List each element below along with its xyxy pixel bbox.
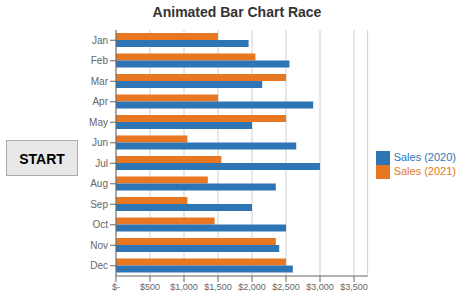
svg-text:Oct: Oct	[92, 219, 108, 230]
svg-text:Feb: Feb	[91, 55, 109, 66]
svg-text:$2,500: $2,500	[272, 282, 300, 292]
svg-text:$3,000: $3,000	[306, 282, 334, 292]
svg-text:May: May	[89, 117, 108, 128]
svg-text:Aug: Aug	[90, 178, 108, 189]
svg-text:$1,000: $1,000	[170, 282, 198, 292]
svg-text:Apr: Apr	[92, 96, 108, 107]
html-text:Sales (2021): Sales (2021)	[393, 165, 456, 177]
svg-text:Sep: Sep	[90, 199, 108, 210]
svg-text:$2,000: $2,000	[238, 282, 266, 292]
svg-text:Mar: Mar	[91, 76, 109, 87]
svg-text:$1,500: $1,500	[204, 282, 232, 292]
html-text:Sales (2020): Sales (2020)	[393, 150, 456, 163]
svg-text:Jan: Jan	[92, 35, 108, 46]
svg-text:$500: $500	[140, 282, 160, 292]
svg-text:Dec: Dec	[90, 260, 108, 271]
svg-text:Jun: Jun	[92, 137, 108, 148]
html-text:START: START	[19, 151, 65, 167]
svg-text:Nov: Nov	[90, 240, 108, 251]
svg-text:Jul: Jul	[95, 158, 108, 169]
svg-text:$-: $-	[112, 282, 120, 292]
svg-text:$3,500: $3,500	[340, 282, 368, 292]
html-text:Animated Bar Chart Race: Animated Bar Chart Race	[152, 4, 322, 20]
